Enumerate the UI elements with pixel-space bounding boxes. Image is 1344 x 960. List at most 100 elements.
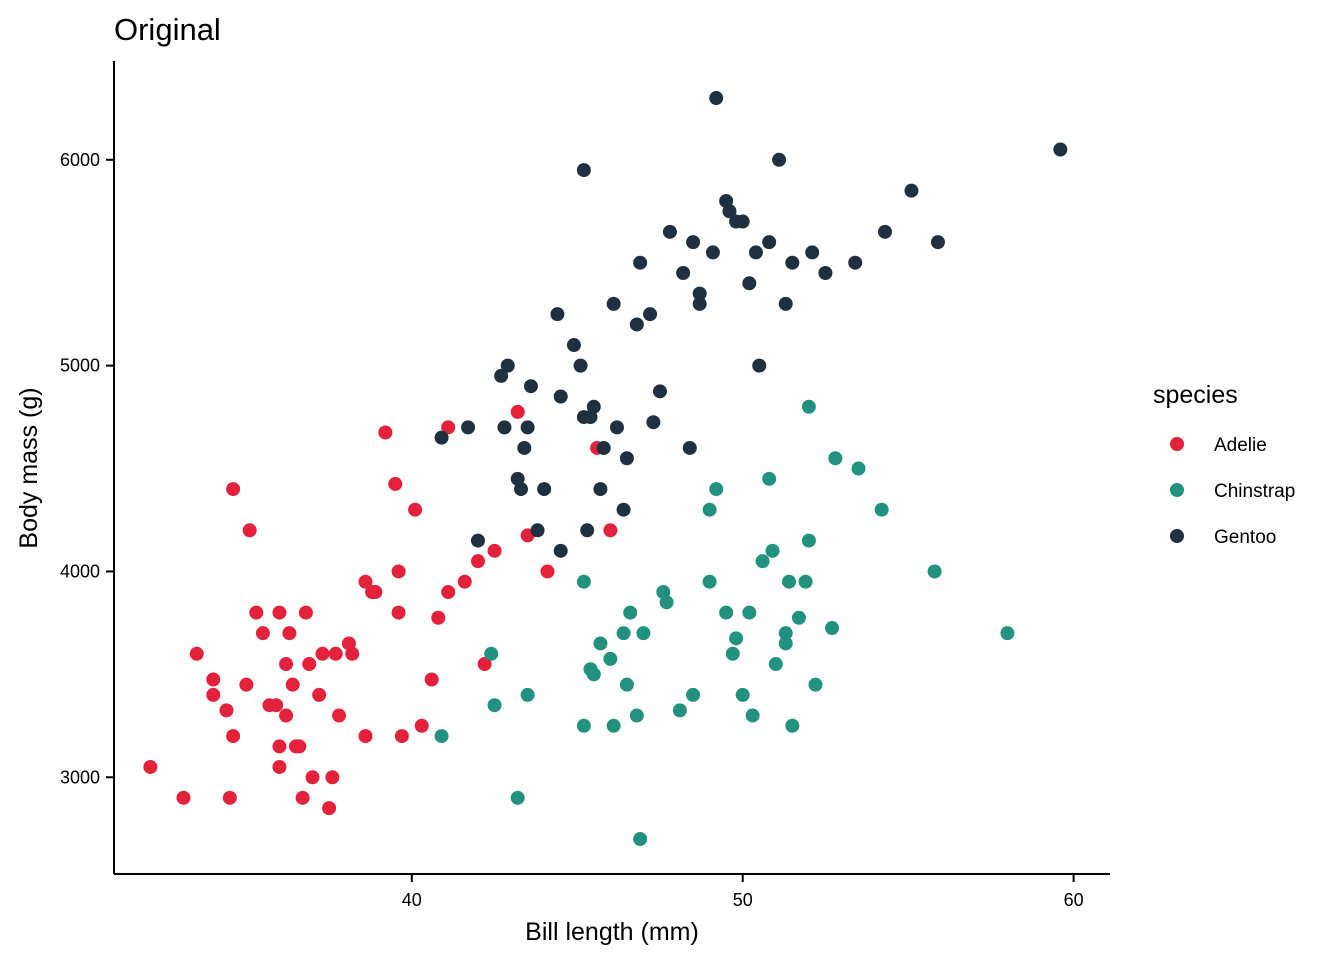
data-point-chinstrap (593, 636, 608, 651)
data-point-adelie (325, 770, 340, 785)
data-point-gentoo (1053, 142, 1068, 157)
data-point-chinstrap (927, 564, 942, 579)
data-point-gentoo (692, 296, 707, 311)
data-point-adelie (510, 404, 525, 419)
data-point-gentoo (550, 307, 565, 322)
data-point-chinstrap (619, 677, 634, 692)
data-point-adelie (295, 790, 310, 805)
data-point-chinstrap (520, 687, 535, 702)
data-point-chinstrap (725, 646, 740, 661)
data-point-chinstrap (768, 657, 783, 672)
plot-area (143, 91, 1068, 847)
data-point-chinstrap (745, 708, 760, 723)
data-point-chinstrap (633, 832, 648, 847)
data-point-gentoo (434, 430, 449, 445)
y-tick-label: 3000 (60, 767, 100, 787)
data-point-adelie (391, 564, 406, 579)
data-point-adelie (388, 476, 403, 491)
y-tick-label: 5000 (60, 356, 100, 376)
data-point-gentoo (530, 523, 545, 538)
data-point-gentoo (643, 307, 658, 322)
data-point-gentoo (805, 245, 820, 260)
y-tick-label: 6000 (60, 150, 100, 170)
data-point-gentoo (606, 296, 621, 311)
data-point-adelie (408, 502, 423, 517)
data-point-gentoo (580, 523, 595, 538)
data-point-gentoo (523, 379, 538, 394)
data-point-gentoo (686, 235, 701, 250)
data-point-gentoo (596, 440, 611, 455)
data-point-gentoo (742, 276, 757, 291)
x-ticks: 40 50 60 (402, 874, 1084, 910)
data-point-gentoo (520, 420, 535, 435)
data-point-chinstrap (798, 574, 813, 589)
data-point-chinstrap (742, 605, 757, 620)
x-tick-label: 50 (733, 890, 753, 910)
data-point-chinstrap (576, 718, 591, 733)
data-point-gentoo (848, 255, 863, 270)
data-point-chinstrap (586, 667, 601, 682)
data-point-chinstrap (672, 703, 687, 718)
data-point-gentoo (633, 255, 648, 270)
data-point-adelie (219, 703, 234, 718)
data-point-chinstrap (874, 502, 889, 517)
data-point-adelie (269, 698, 284, 713)
data-point-gentoo (566, 338, 581, 353)
data-point-chinstrap (659, 595, 674, 610)
data-point-chinstrap (709, 482, 724, 497)
data-point-adelie (222, 790, 237, 805)
data-point-chinstrap (791, 610, 806, 625)
data-point-chinstrap (735, 687, 750, 702)
y-axis-label: Body mass (g) (15, 387, 43, 548)
legend-title: species (1153, 381, 1238, 409)
data-point-chinstrap (778, 626, 793, 641)
data-point-adelie (302, 657, 317, 672)
y-ticks: 3000 4000 5000 6000 (60, 150, 114, 787)
data-point-gentoo (537, 482, 552, 497)
data-point-gentoo (785, 255, 800, 270)
legend: species Adelie Chinstrap Gentoo (1153, 381, 1295, 548)
data-point-adelie (272, 739, 287, 754)
data-point-adelie (292, 739, 307, 754)
legend-label-gentoo: Gentoo (1214, 527, 1276, 548)
data-point-adelie (239, 677, 254, 692)
data-point-gentoo (576, 163, 591, 178)
data-point-adelie (322, 801, 337, 816)
data-point-gentoo (705, 245, 720, 260)
data-point-gentoo (748, 245, 763, 260)
data-point-chinstrap (765, 543, 780, 558)
data-point-adelie (477, 657, 492, 672)
data-point-adelie (249, 605, 264, 620)
data-point-adelie (603, 523, 618, 538)
data-point-chinstrap (1000, 626, 1015, 641)
data-point-adelie (431, 610, 446, 625)
data-point-gentoo (494, 368, 509, 383)
data-point-adelie (189, 646, 204, 661)
data-point-chinstrap (729, 631, 744, 646)
data-point-gentoo (500, 358, 515, 373)
data-point-chinstrap (785, 718, 800, 733)
data-point-adelie (540, 564, 555, 579)
data-point-adelie (391, 605, 406, 620)
data-point-chinstrap (702, 574, 717, 589)
data-point-adelie (332, 708, 347, 723)
data-point-gentoo (497, 420, 512, 435)
data-point-gentoo (676, 265, 691, 280)
data-point-gentoo (470, 533, 485, 548)
data-point-gentoo (461, 420, 476, 435)
data-point-gentoo (517, 440, 532, 455)
data-point-chinstrap (686, 687, 701, 702)
data-point-adelie (272, 605, 287, 620)
data-point-adelie (441, 585, 456, 600)
data-point-gentoo (722, 204, 737, 219)
data-point-gentoo (553, 543, 568, 558)
x-tick-label: 40 (402, 890, 422, 910)
data-point-gentoo (662, 224, 677, 239)
data-point-adelie (457, 574, 472, 589)
data-point-adelie (345, 646, 360, 661)
data-point-chinstrap (510, 790, 525, 805)
legend-label-adelie: Adelie (1214, 435, 1267, 456)
data-point-adelie (312, 687, 327, 702)
data-point-adelie (298, 605, 313, 620)
data-point-gentoo (778, 296, 793, 311)
